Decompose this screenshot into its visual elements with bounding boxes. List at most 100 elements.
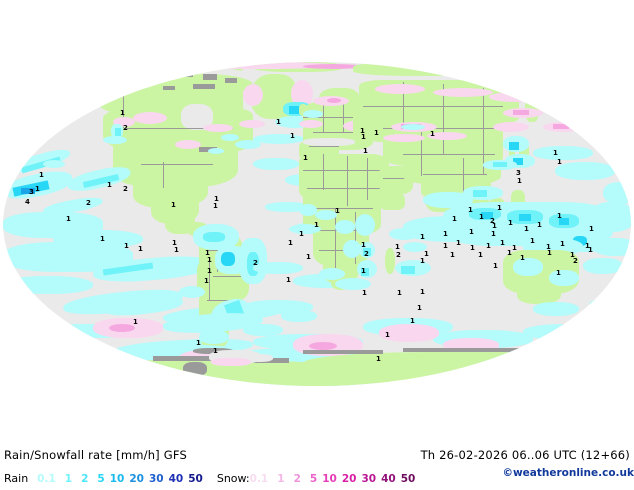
- precip-value-label: 2: [123, 185, 128, 193]
- precip-value-label: 1: [86, 367, 91, 375]
- precip-value-label: 1: [478, 251, 483, 259]
- precip-value-label: 1: [288, 239, 293, 247]
- precip-value-label: 1: [443, 242, 448, 250]
- snow-scale-step: 5: [309, 473, 318, 485]
- precip-value-label: 1: [560, 240, 565, 248]
- precip-value-label: 1: [547, 249, 552, 257]
- precip-value-label: 1: [500, 239, 505, 247]
- precip-value-label: 1: [172, 239, 177, 247]
- precip-value-label: 1: [410, 317, 415, 325]
- precip-value-label: 1: [588, 246, 593, 254]
- precip-value-label: 1: [90, 377, 95, 385]
- precip-value-label: 1: [537, 221, 542, 229]
- precip-value-label: 1: [66, 215, 71, 223]
- precip-value-label: 1: [385, 331, 390, 339]
- precip-value-label: 1: [545, 363, 550, 371]
- precip-value-label: 1: [174, 246, 179, 254]
- legend-scale-row: Rain 0.1 1 2 5 10 20 30 40 50 Snow:0.1 1 2 5 10 20 30 40 5…: [4, 467, 630, 486]
- precip-value-label: 1: [363, 147, 368, 155]
- precip-value-label: 1: [314, 221, 319, 229]
- precip-value-label: 1: [205, 249, 210, 257]
- precip-value-label: 1: [397, 289, 402, 297]
- precip-value-label: 1: [512, 244, 517, 252]
- precip-value-label: 1: [450, 251, 455, 259]
- precip-value-label: 1: [207, 267, 212, 275]
- snow-legend-label: Snow:: [216, 472, 250, 485]
- precip-value-label: 1: [553, 149, 558, 157]
- precip-value-label: 1: [276, 118, 281, 126]
- precip-value-label: 2: [123, 124, 128, 132]
- precip-value-label: 3: [29, 188, 34, 196]
- precip-value-label: 1: [530, 237, 535, 245]
- precip-value-label: 1: [214, 195, 219, 203]
- rain-scale-step: 5: [97, 473, 105, 485]
- precip-value-label: 1: [456, 239, 461, 247]
- precip-value-label: 1: [468, 206, 473, 214]
- rain-color-scale[interactable]: 0.1 1 2 5 10 20 30 40 50: [37, 467, 208, 486]
- rain-legend-label: Rain: [4, 472, 29, 485]
- precip-value-label: 1: [524, 225, 529, 233]
- rain-scale-step: 50: [188, 473, 203, 485]
- rain-scale-step: 30: [148, 473, 164, 485]
- precip-value-label: 1: [557, 158, 562, 166]
- precip-value-label: 1: [138, 245, 143, 253]
- precip-value-label: 1: [430, 130, 435, 138]
- forecast-timestamp: Th 26-02-2026 06..06 UTC (12+66): [420, 448, 630, 462]
- precip-value-label: 1: [204, 277, 209, 285]
- precip-value-label: 1: [133, 318, 138, 326]
- precip-value-label: 1: [213, 202, 218, 210]
- precip-value-label: 1: [374, 129, 379, 137]
- title-row: Rain/Snowfall rate [mm/h] GFS Th 26-02-2…: [4, 448, 630, 463]
- precip-value-label: 1: [360, 127, 365, 135]
- precip-value-label: 1: [469, 228, 474, 236]
- precip-value-label: 1: [361, 133, 366, 141]
- precip-value-label: 1: [443, 230, 448, 238]
- rain-scale-step: 10: [109, 473, 125, 485]
- precip-value-label: 1: [486, 242, 491, 250]
- precip-value-label: 1: [303, 154, 308, 162]
- precip-value-label: 1: [508, 219, 513, 227]
- rain-scale-step: 20: [129, 473, 144, 485]
- snow-scale-step: 40: [381, 473, 396, 485]
- precip-value-label: 1: [100, 235, 105, 243]
- precip-value-label: 1: [361, 267, 366, 275]
- precip-value-label: 1: [520, 254, 525, 262]
- rain-scale-step: 2: [81, 473, 89, 485]
- snow-scale-step: 0.1: [249, 473, 269, 485]
- snow-color-scale[interactable]: 0.1 1 2 5 10 20 30 40 50: [250, 467, 421, 486]
- page-title: Rain/Snowfall rate [mm/h] GFS: [4, 448, 187, 462]
- precip-value-label: 1: [497, 204, 502, 212]
- precip-value-label: 1: [120, 109, 125, 117]
- rain-scale-step: 40: [168, 473, 184, 485]
- precip-value-label: 1: [171, 201, 176, 209]
- precip-value-label: 1: [35, 185, 40, 193]
- precip-value-label: 3: [516, 169, 521, 177]
- precip-value-label: 1: [286, 276, 291, 284]
- snow-scale-step: 50: [400, 473, 416, 485]
- precip-value-label: 1: [124, 242, 129, 250]
- precip-value-label: 1: [556, 269, 561, 277]
- precip-value-label: 1: [517, 177, 522, 185]
- precip-value-label: 1: [39, 171, 44, 179]
- precip-value-label: 1: [585, 242, 590, 250]
- precip-value-label: 1: [492, 222, 497, 230]
- precip-value-label: 1: [493, 262, 498, 270]
- precip-value-label: 1: [362, 289, 367, 297]
- precip-value-label: 4: [25, 198, 30, 206]
- precip-value-label: 1: [207, 256, 212, 264]
- precip-value-label: 1: [376, 355, 381, 363]
- precip-value-label: 1: [452, 215, 457, 223]
- snow-scale-step: 2: [293, 473, 301, 485]
- precip-value-label: 1: [290, 132, 295, 140]
- precip-value-label: 2: [396, 251, 401, 259]
- footer: Rain/Snowfall rate [mm/h] GFS Th 26-02-2…: [0, 440, 634, 490]
- precip-value-label: 1: [424, 250, 429, 258]
- precip-value-label: 1: [213, 347, 218, 355]
- snow-scale-step: 10: [322, 473, 337, 485]
- copyright-notice[interactable]: ©weatheronline.co.uk: [502, 467, 634, 479]
- precip-value-label: 1: [530, 363, 535, 371]
- precip-value-label: 1: [196, 339, 201, 347]
